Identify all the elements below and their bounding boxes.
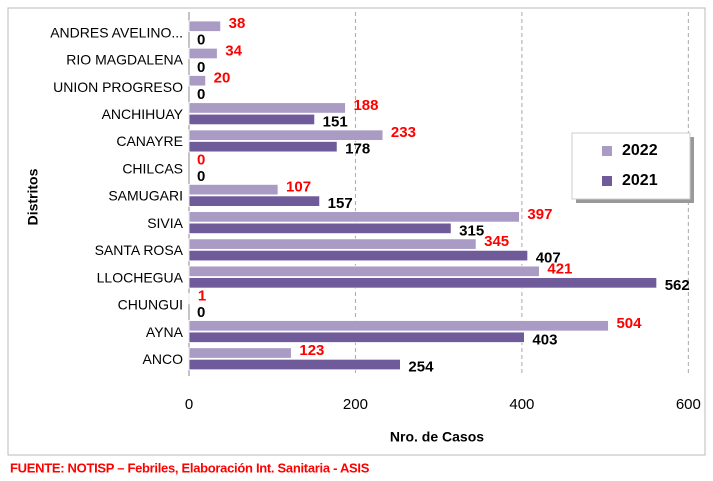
data-label: 315 bbox=[459, 222, 484, 239]
data-label: 123 bbox=[299, 342, 324, 359]
data-label: 0 bbox=[197, 32, 205, 49]
data-label: 421 bbox=[547, 260, 572, 277]
legend-label: 2022 bbox=[622, 142, 658, 159]
x-tick-label: 400 bbox=[509, 396, 534, 413]
bar bbox=[188, 292, 191, 305]
bar bbox=[188, 222, 452, 235]
bar bbox=[188, 20, 222, 32]
y-tick-label: ANDRES AVELINO... bbox=[50, 24, 183, 40]
data-label: 403 bbox=[532, 331, 557, 348]
data-label: 254 bbox=[408, 358, 434, 375]
bar bbox=[188, 277, 658, 289]
x-axis-title: Nro. de Casos bbox=[390, 429, 484, 445]
data-label: 0 bbox=[197, 304, 205, 321]
y-tick-label: AYNA bbox=[146, 324, 184, 340]
data-label: 345 bbox=[484, 233, 509, 250]
data-label: 20 bbox=[214, 70, 231, 87]
data-label: 0 bbox=[197, 59, 205, 76]
bar bbox=[188, 75, 207, 87]
data-label: 0 bbox=[197, 151, 205, 168]
bar bbox=[188, 238, 477, 250]
y-tick-label: CANAYRE bbox=[116, 133, 183, 149]
y-tick-label: CHUNGUI bbox=[118, 297, 183, 313]
data-label: 107 bbox=[286, 179, 311, 196]
y-tick-label: SAMUGARI bbox=[108, 188, 183, 204]
legend-swatch bbox=[602, 176, 612, 186]
data-label: 504 bbox=[616, 315, 642, 332]
bar bbox=[188, 47, 218, 60]
bar bbox=[188, 113, 316, 126]
legend-swatch bbox=[602, 146, 612, 156]
x-tick-label: 600 bbox=[676, 396, 701, 413]
bar bbox=[188, 211, 520, 223]
bar bbox=[188, 265, 540, 277]
y-tick-label: CHILCAS bbox=[122, 160, 183, 176]
legend-label: 2021 bbox=[622, 172, 658, 189]
data-label: 0 bbox=[197, 86, 205, 103]
data-label: 0 bbox=[197, 168, 205, 185]
y-axis-title: Distritos bbox=[25, 168, 41, 225]
y-tick-label: LLOCHEGUA bbox=[97, 269, 184, 285]
bar bbox=[188, 331, 525, 343]
legend-box bbox=[571, 132, 691, 200]
source-note: FUENTE: NOTISP – Febriles, Elaboración I… bbox=[10, 460, 370, 475]
y-tick-label: RIO MAGDALENA bbox=[66, 52, 183, 68]
data-label: 1 bbox=[198, 288, 206, 305]
bar bbox=[188, 347, 292, 359]
data-label: 233 bbox=[391, 124, 416, 141]
data-label: 562 bbox=[665, 277, 690, 294]
x-tick-label: 0 bbox=[185, 396, 193, 413]
data-label: 397 bbox=[527, 206, 552, 223]
bar bbox=[188, 183, 279, 196]
y-tick-label: ANCHIHUAY bbox=[102, 106, 184, 122]
bar bbox=[188, 141, 338, 153]
data-label: 407 bbox=[536, 250, 561, 267]
bar bbox=[188, 249, 529, 262]
data-label: 38 bbox=[229, 15, 246, 32]
y-tick-label: SIVIA bbox=[147, 215, 183, 231]
bar bbox=[188, 358, 401, 371]
x-tick-label: 200 bbox=[343, 396, 368, 413]
y-tick-label: UNION PROGRESO bbox=[53, 79, 183, 95]
data-label: 188 bbox=[353, 97, 378, 114]
data-label: 157 bbox=[328, 195, 353, 212]
bar bbox=[188, 102, 346, 114]
data-label: 151 bbox=[323, 113, 348, 130]
bar bbox=[188, 320, 609, 332]
bar bbox=[188, 195, 321, 207]
y-tick-label: ANCO bbox=[143, 351, 184, 367]
data-label: 34 bbox=[225, 42, 242, 59]
bar bbox=[188, 129, 384, 141]
data-label: 178 bbox=[345, 141, 370, 158]
y-tick-label: SANTA ROSA bbox=[95, 242, 184, 258]
